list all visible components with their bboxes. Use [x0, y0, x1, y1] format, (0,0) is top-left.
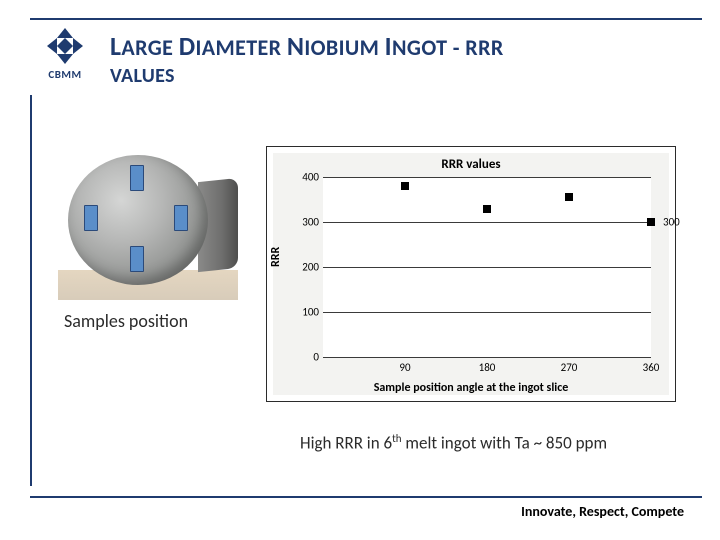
cbmm-mark-icon	[43, 26, 87, 66]
data-point	[483, 205, 491, 213]
data-point	[647, 218, 655, 226]
y-tick-label: 100	[289, 306, 319, 319]
x-tick-label: 360	[643, 361, 660, 374]
y-tick-label: 0	[289, 351, 319, 364]
title-line-1: LARGE DIAMETER NIOBIUM INGOT - RRR	[110, 30, 680, 62]
slide-title: LARGE DIAMETER NIOBIUM INGOT - RRR VALUE…	[110, 30, 680, 88]
gridline	[323, 312, 651, 313]
data-point	[565, 193, 573, 201]
chart-ylabel: RRR	[269, 247, 283, 267]
brand-logo: CBMM	[42, 26, 88, 81]
y-tick-label: 400	[289, 171, 319, 184]
gridline	[323, 177, 651, 178]
sample-marker	[130, 246, 144, 272]
data-point	[401, 182, 409, 190]
gridline	[323, 222, 651, 223]
chart-xlabel: Sample position angle at the ingot slice	[267, 381, 675, 395]
y-tick-label: 200	[289, 261, 319, 274]
footer-rule	[30, 496, 702, 498]
sample-marker	[130, 165, 144, 191]
sample-marker	[84, 205, 98, 231]
x-tick-label: 180	[479, 361, 496, 374]
data-point-label: 300	[663, 216, 680, 229]
ingot-photo	[58, 150, 238, 300]
rrr-chart: RRR values RRR 300 Sample position angle…	[266, 146, 676, 402]
tagline: Innovate, Respect, Compete	[521, 503, 684, 520]
title-line-2: VALUES	[110, 64, 680, 88]
left-rule	[30, 95, 32, 486]
header-rule	[30, 18, 702, 20]
x-tick-label: 270	[561, 361, 578, 374]
chart-plot-area: 300	[323, 177, 651, 357]
chart-title: RRR values	[267, 157, 675, 172]
gridline	[323, 357, 651, 358]
y-tick-label: 300	[289, 216, 319, 229]
x-tick-label: 90	[399, 361, 410, 374]
ingot-caption: Samples position	[64, 310, 188, 332]
gridline	[323, 267, 651, 268]
footnote: High RRR in 6th melt ingot with Ta ~ 850…	[300, 432, 607, 454]
sample-marker	[174, 205, 188, 231]
brand-name: CBMM	[48, 68, 81, 81]
